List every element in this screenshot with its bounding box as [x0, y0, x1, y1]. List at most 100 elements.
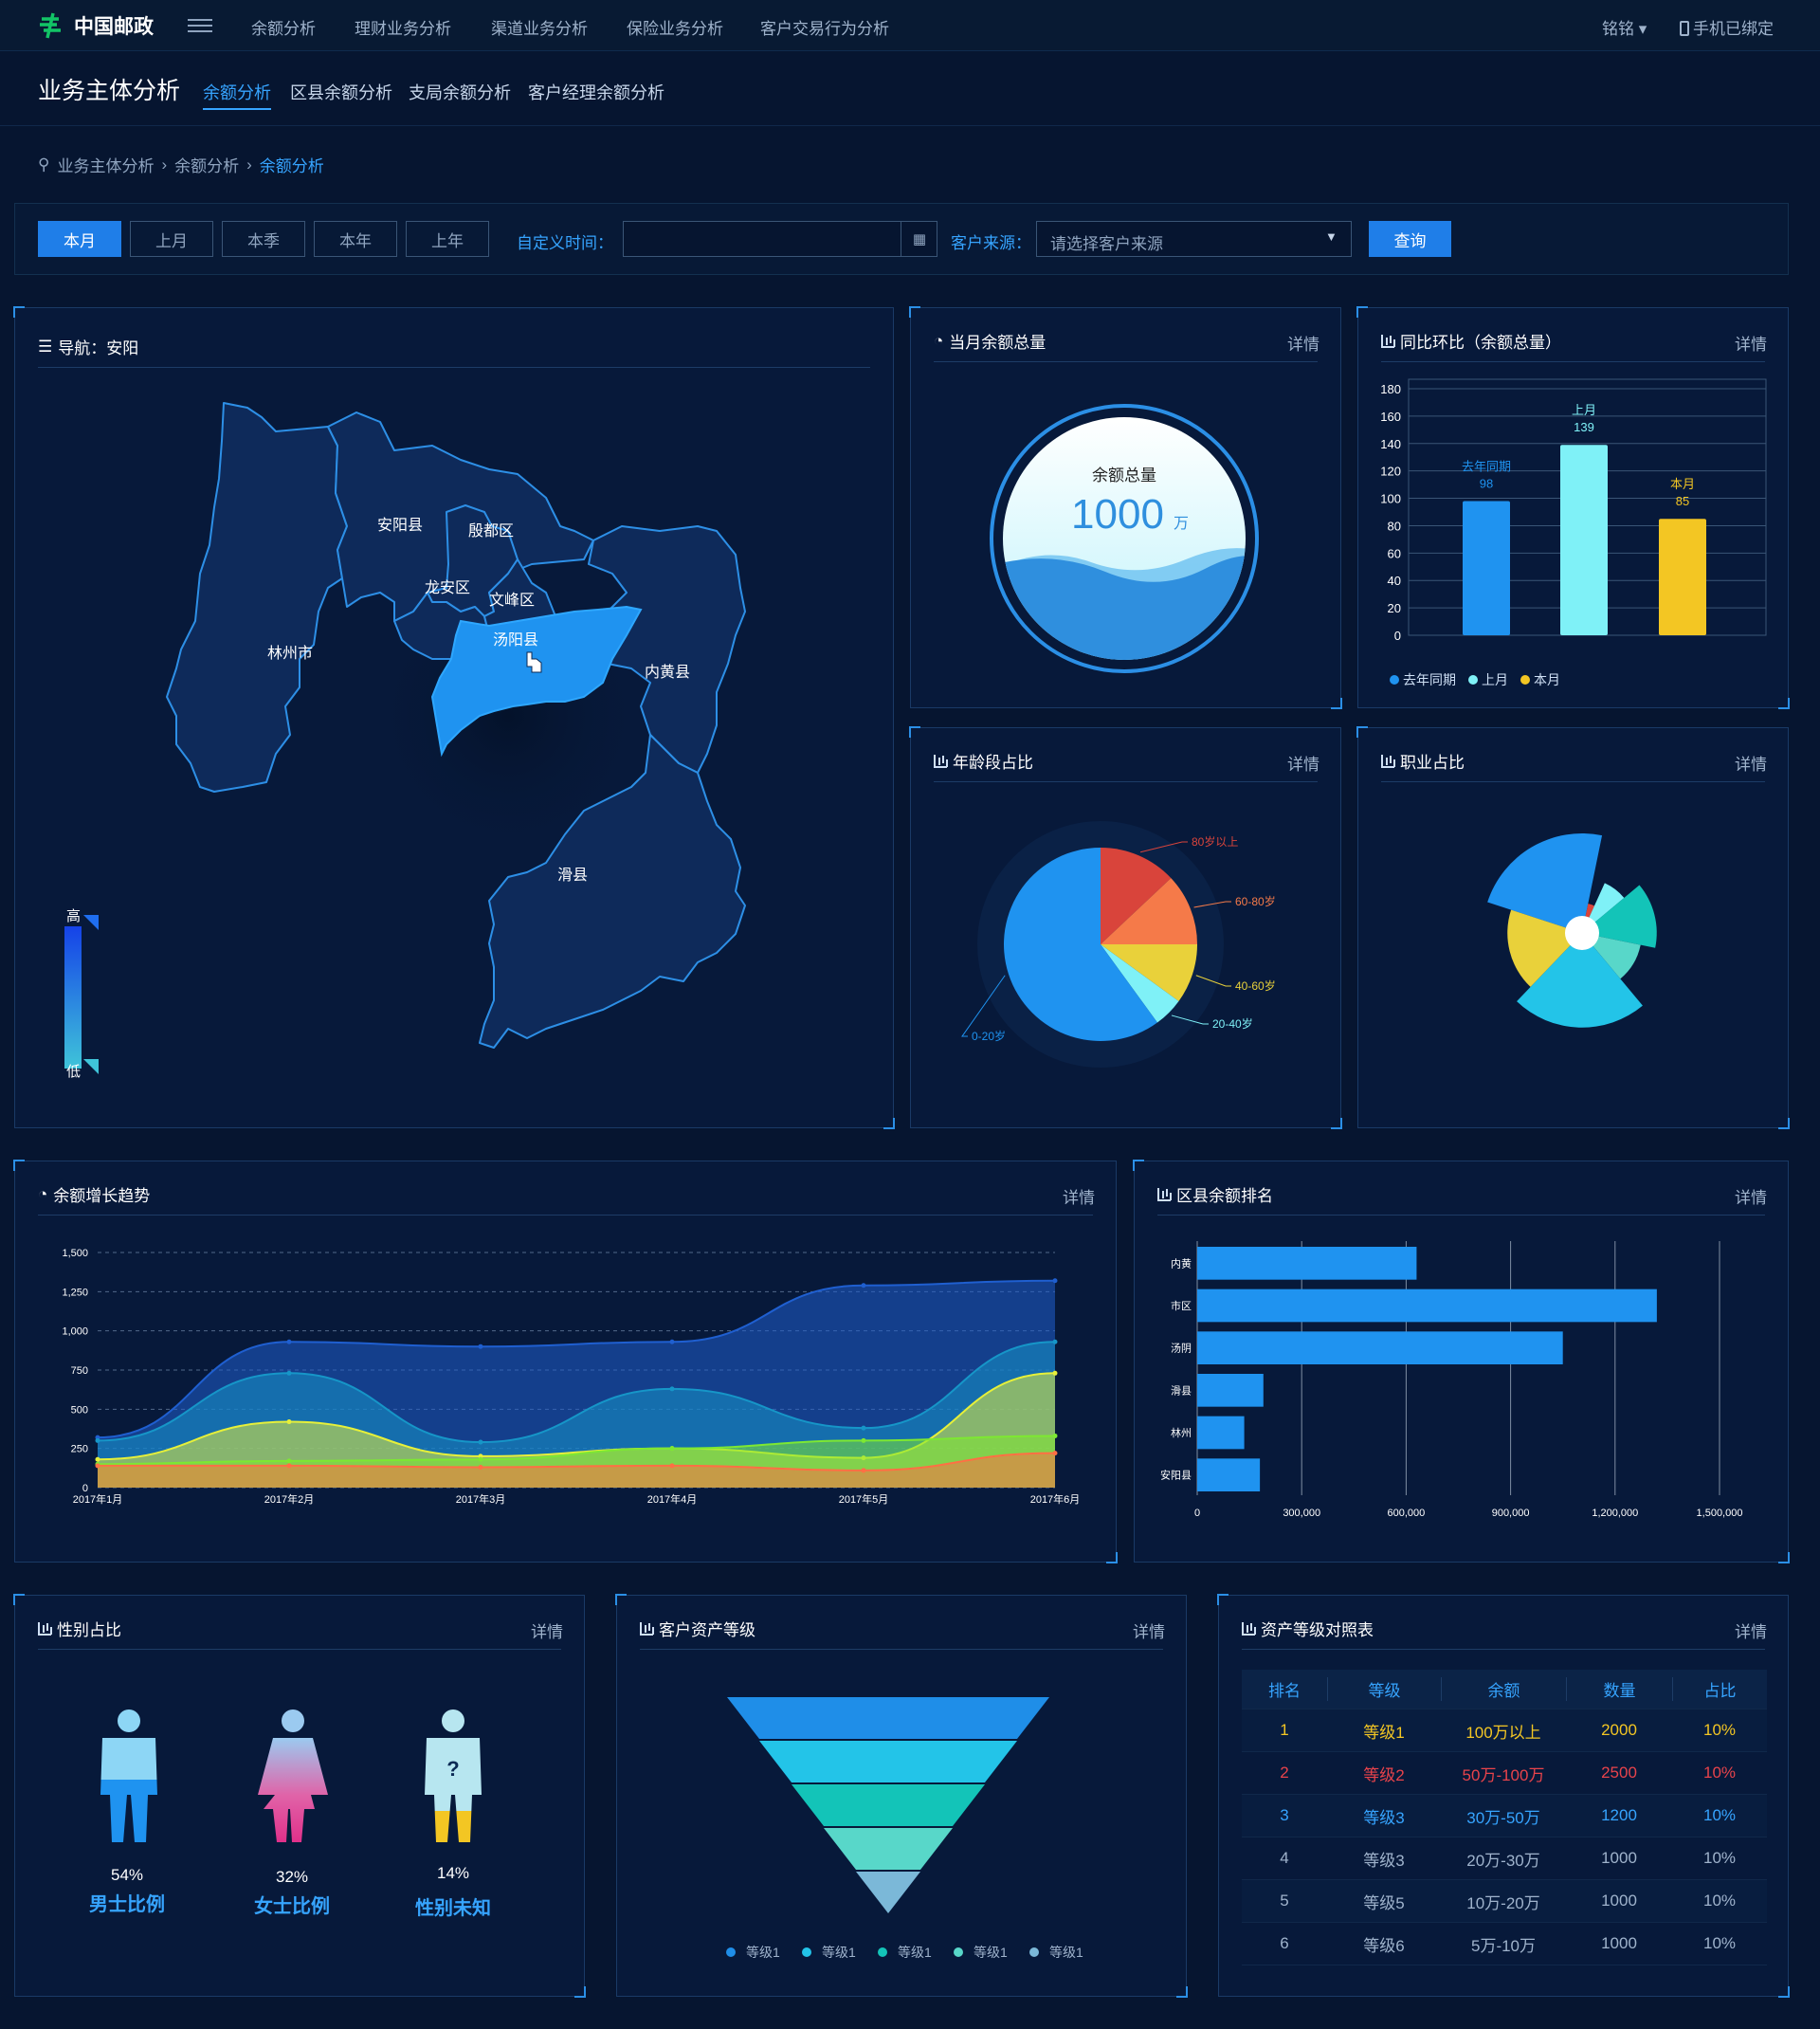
data-point — [1052, 1370, 1058, 1376]
table-cell: 100万以上 — [1465, 1723, 1541, 1742]
detail-link[interactable]: 详情 — [1287, 336, 1320, 354]
breadcrumb-current: 余额分析 — [259, 157, 324, 175]
data-point — [669, 1446, 675, 1452]
pie-label: 40-60岁 — [1235, 978, 1276, 993]
table-cell: 等级2 — [1363, 1765, 1405, 1784]
bar — [1463, 501, 1510, 635]
panel-title: 年龄段占比 — [934, 749, 1033, 773]
panel-title-text: 性别占比 — [57, 1621, 121, 1639]
legend-label: 本月 — [1534, 672, 1560, 687]
detail-link[interactable]: 详情 — [1735, 336, 1767, 354]
period-this-month[interactable]: 本月 — [38, 221, 121, 257]
region-tangyin-selected[interactable] — [430, 605, 643, 758]
nav-insurance-analysis[interactable]: 保险业务分析 — [627, 20, 723, 38]
series-line — [97, 1279, 1056, 1439]
page-title: 业务主体分析 — [38, 78, 181, 104]
data-point — [1052, 1451, 1058, 1456]
data-point — [669, 1386, 675, 1392]
user-menu[interactable]: 铭铭 ▾ — [1602, 20, 1647, 38]
age-pie-chart: 80岁以上 60-80岁 40-60岁 20-40岁 0-20岁 — [961, 821, 1276, 1068]
period-last-year[interactable]: 上年 — [406, 221, 489, 257]
pie-label: 0-20岁 — [972, 1029, 1006, 1043]
table-header-cell: 等级 — [1327, 1677, 1441, 1701]
panel-title: 客户资产等级 — [640, 1617, 755, 1640]
custom-time-input[interactable] — [623, 221, 937, 257]
table-cell: 10% — [1702, 1806, 1737, 1824]
table-row[interactable]: 4 等级3 20万-30万 1000 10% — [1242, 1837, 1767, 1880]
funnel-segment — [792, 1784, 985, 1826]
pie-label-line — [1171, 1014, 1209, 1025]
tab-county-balance[interactable]: 区县余额分析 — [290, 83, 392, 102]
table-header-cell: 余额 — [1441, 1677, 1566, 1701]
legend-low: 低 — [66, 1064, 81, 1080]
tab-balance-analysis[interactable]: 余额分析 — [203, 80, 271, 110]
map-label: 文峰区 — [489, 592, 535, 609]
panel-title-text: 年龄段占比 — [953, 754, 1033, 772]
data-point — [95, 1456, 100, 1462]
gauge-icon: ◔ — [38, 1184, 48, 1203]
region-linzhou[interactable] — [166, 402, 348, 793]
sub-header — [0, 52, 1820, 126]
hand-cursor-icon — [526, 651, 542, 673]
map-label: 内黄县 — [645, 664, 690, 681]
funnel-segment — [727, 1697, 1049, 1739]
breadcrumb-item[interactable]: 业务主体分析 — [57, 157, 155, 175]
brand-name: 中国邮政 — [74, 16, 154, 38]
detail-link[interactable]: 详情 — [1287, 756, 1320, 774]
bar-category-label: 上月 — [1572, 403, 1596, 417]
data-point — [286, 1370, 292, 1376]
chevron-right-icon: › — [246, 155, 252, 174]
rose-slice — [1517, 933, 1643, 1028]
period-last-month[interactable]: 上月 — [130, 221, 213, 257]
legend-label: 上月 — [1482, 672, 1508, 687]
table-row[interactable]: 3 等级3 30万-50万 1200 10% — [1242, 1795, 1767, 1837]
customer-source-select[interactable]: 请选择客户来源 — [1036, 221, 1352, 257]
pie-label-line — [1193, 901, 1231, 908]
nav-balance-analysis[interactable]: 余额分析 — [251, 20, 316, 38]
female-pct: 32% — [276, 1868, 308, 1886]
area-fill — [98, 1453, 1055, 1488]
detail-link[interactable]: 详情 — [1063, 1189, 1095, 1207]
table-row[interactable]: 1 等级1 100万以上 2000 10% — [1242, 1709, 1767, 1752]
tab-manager-balance[interactable]: 客户经理余额分析 — [528, 83, 664, 102]
bar-chart-icon — [1381, 334, 1394, 348]
bar-category-label: 本月 — [1670, 477, 1695, 491]
nav-channel-analysis[interactable]: 渠道业务分析 — [491, 20, 588, 38]
y-tick-label: 1,500 — [62, 1248, 88, 1259]
table-cell: 10% — [1702, 1892, 1737, 1910]
brand-logo[interactable]: 中国邮政 — [38, 11, 154, 40]
region-huaxian[interactable] — [479, 734, 746, 1049]
period-this-year[interactable]: 本年 — [314, 221, 397, 257]
panel-title-text: 区县余额排名 — [1176, 1187, 1273, 1205]
nav-transaction-analysis[interactable]: 客户交易行为分析 — [760, 20, 889, 38]
table-row[interactable]: 6 等级6 5万-10万 1000 10% — [1242, 1923, 1767, 1965]
table-cell: 1000 — [1601, 1892, 1637, 1910]
legend-dot — [726, 1947, 736, 1957]
table-row[interactable]: 5 等级5 10万-20万 1000 10% — [1242, 1880, 1767, 1923]
breadcrumb-item[interactable]: 余额分析 — [174, 157, 240, 175]
detail-link[interactable]: 详情 — [531, 1623, 563, 1641]
calendar-icon[interactable]: ▦ — [901, 221, 937, 257]
tab-branch-balance[interactable]: 支局余额分析 — [409, 83, 511, 102]
menu-icon[interactable] — [188, 15, 212, 36]
bar — [1197, 1247, 1417, 1280]
table-row[interactable]: 2 等级2 50万-100万 2500 10% — [1242, 1752, 1767, 1795]
map-label: 汤阳县 — [493, 631, 538, 649]
table-cell: 1 — [1280, 1721, 1289, 1739]
location-pin-icon: ⚲ — [38, 155, 50, 174]
query-button[interactable]: 查询 — [1369, 221, 1451, 257]
table-cell: 5 — [1280, 1892, 1289, 1910]
detail-link[interactable]: 详情 — [1735, 1623, 1767, 1641]
nav-wealth-analysis[interactable]: 理财业务分析 — [355, 20, 451, 38]
phone-bound-status[interactable]: 手机已绑定 — [1680, 15, 1774, 39]
legend-dot — [802, 1947, 811, 1957]
bar — [1659, 519, 1706, 635]
detail-link[interactable]: 详情 — [1133, 1623, 1165, 1641]
period-this-quarter[interactable]: 本季 — [222, 221, 305, 257]
data-point — [861, 1468, 866, 1473]
detail-link[interactable]: 详情 — [1735, 756, 1767, 774]
chevron-right-icon: › — [161, 155, 168, 174]
detail-link[interactable]: 详情 — [1735, 1189, 1767, 1207]
pie-label: 60-80岁 — [1235, 894, 1276, 908]
data-point — [95, 1437, 100, 1443]
